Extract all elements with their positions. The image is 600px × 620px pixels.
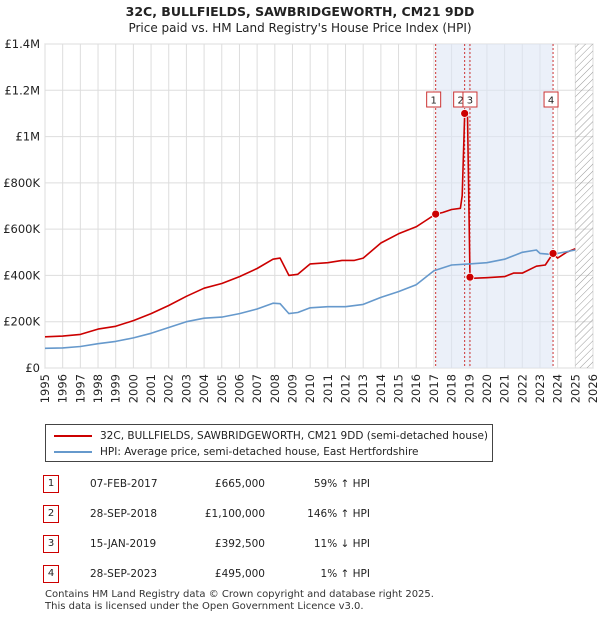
sale-label-box bbox=[462, 91, 478, 108]
x-tick-label: 2001 bbox=[144, 374, 158, 403]
x-tick-label: 2000 bbox=[126, 374, 140, 403]
x-tick-label: 2011 bbox=[321, 374, 335, 403]
x-tick-label: 2022 bbox=[515, 374, 529, 403]
x-tick-label: 1999 bbox=[109, 374, 123, 403]
y-tick-label: £400K bbox=[3, 268, 40, 282]
x-tick-label: 2012 bbox=[339, 374, 353, 403]
legend-label-hpi: HPI: Average price, semi-detached house,… bbox=[100, 446, 419, 458]
sale-label-box bbox=[426, 91, 442, 108]
x-tick-label: 2015 bbox=[392, 374, 406, 403]
future-hatch bbox=[575, 44, 593, 368]
sale-row: 2 28-SEP-2018 £1,100,000 146% ↑ HPI bbox=[40, 504, 460, 524]
x-tick-label: 2010 bbox=[303, 374, 317, 403]
legend-item-hpi: HPI: Average price, semi-detached house,… bbox=[54, 444, 419, 460]
x-tick-label: 2021 bbox=[498, 374, 512, 403]
hpi-line-swatch bbox=[54, 451, 92, 453]
price-line-swatch bbox=[54, 435, 92, 437]
y-tick-label: £1.2M bbox=[4, 83, 40, 97]
y-axis: £0 £200K £400K £600K £800K £1M £1.2M £1.4M bbox=[3, 37, 40, 375]
sale-point bbox=[431, 209, 441, 219]
chart-title: 32C, BULLFIELDS, SAWBRIDGEWORTH, CM21 9D… bbox=[126, 4, 475, 19]
footer: Contains HM Land Registry data © Crown c… bbox=[45, 589, 434, 613]
sale-points bbox=[431, 109, 558, 282]
x-tick-label: 2016 bbox=[409, 374, 423, 403]
legend-label-price: 32C, BULLFIELDS, SAWBRIDGEWORTH, CM21 9D… bbox=[100, 430, 489, 442]
sale-label: 1 bbox=[430, 96, 436, 107]
sale-hpi-change: 59% ↑ HPI bbox=[313, 478, 370, 490]
sale-price: £392,500 bbox=[214, 538, 265, 550]
sale-hpi-change: 11% ↓ HPI bbox=[313, 538, 370, 550]
sale-date: 28-SEP-2023 bbox=[90, 568, 158, 580]
x-tick-label: 2025 bbox=[568, 374, 582, 403]
sale-hpi-change: 146% ↑ HPI bbox=[307, 508, 370, 520]
x-tick-label: 2007 bbox=[250, 374, 264, 403]
sale-label: 4 bbox=[548, 96, 554, 107]
sale-label: 2 bbox=[457, 96, 463, 107]
price-line bbox=[44, 112, 576, 338]
x-tick-label: 1997 bbox=[73, 374, 87, 403]
sale-hpi-change: 1% ↑ HPI bbox=[320, 568, 370, 580]
chart-subtitle: Price paid vs. HM Land Registry's House … bbox=[128, 21, 471, 35]
sale-date: 15-JAN-2019 bbox=[90, 538, 157, 550]
sale-row: 3 15-JAN-2019 £392,500 11% ↓ HPI bbox=[40, 534, 460, 554]
y-tick-label: £1.4M bbox=[4, 37, 40, 51]
sale-label: 3 bbox=[467, 96, 473, 107]
x-tick-label: 2003 bbox=[179, 374, 193, 403]
x-tick-label: 2006 bbox=[232, 374, 246, 403]
x-tick-label: 2008 bbox=[268, 374, 282, 403]
footer-copyright: Contains HM Land Registry data © Crown c… bbox=[45, 589, 434, 600]
x-tick-label: 2017 bbox=[427, 374, 441, 403]
sale-point bbox=[548, 249, 558, 258]
x-tick-label: 2005 bbox=[215, 374, 229, 403]
x-tick-label: 2020 bbox=[480, 374, 494, 403]
x-tick-label: 1998 bbox=[91, 374, 105, 403]
sale-price: £495,000 bbox=[214, 568, 265, 580]
x-tick-label: 2024 bbox=[551, 374, 565, 403]
price-chart: 32C, BULLFIELDS, SAWBRIDGEWORTH, CM21 9D… bbox=[3, 4, 600, 403]
sale-badge: 3 bbox=[43, 535, 59, 553]
sale-badge: 1 bbox=[43, 475, 59, 493]
x-tick-label: 1995 bbox=[38, 374, 52, 403]
sale-label-box bbox=[543, 91, 559, 108]
sale-date: 28-SEP-2018 bbox=[90, 508, 158, 520]
sale-badge: 2 bbox=[43, 505, 59, 523]
x-tick-label: 2019 bbox=[462, 374, 476, 403]
y-tick-label: £200K bbox=[3, 315, 40, 329]
x-tick-label: 2018 bbox=[445, 374, 459, 403]
x-tick-label: 2013 bbox=[356, 374, 370, 403]
sale-point bbox=[465, 272, 475, 282]
x-tick-label: 1996 bbox=[56, 374, 70, 403]
y-tick-label: £800K bbox=[3, 176, 40, 190]
sale-badge: 4 bbox=[43, 565, 59, 583]
x-tick-label: 2026 bbox=[586, 374, 600, 403]
x-tick-label: 2014 bbox=[374, 374, 388, 403]
x-tick-label: 2004 bbox=[197, 374, 211, 403]
sale-point bbox=[460, 109, 470, 118]
sale-price: £1,100,000 bbox=[204, 508, 265, 520]
series-lines bbox=[44, 112, 576, 350]
footer-licence: This data is licensed under the Open Gov… bbox=[45, 601, 364, 612]
x-axis: 1995 1996 1997 1998 1999 2000 2001 2002 2003 2004… bbox=[38, 374, 600, 403]
y-tick-label: £1M bbox=[15, 130, 40, 144]
x-tick-label: 2009 bbox=[285, 374, 299, 403]
hpi-line bbox=[44, 249, 576, 350]
sale-row: 4 28-SEP-2023 £495,000 1% ↑ HPI bbox=[40, 564, 460, 584]
sale-date: 07-FEB-2017 bbox=[90, 478, 158, 490]
sale-row: 1 07-FEB-2017 £665,000 59% ↑ HPI bbox=[40, 474, 460, 494]
y-tick-label: £0 bbox=[25, 361, 40, 375]
legend: 32C, BULLFIELDS, SAWBRIDGEWORTH, CM21 9D… bbox=[45, 424, 493, 462]
y-tick-label: £600K bbox=[3, 222, 40, 236]
sale-price: £665,000 bbox=[214, 478, 265, 490]
x-tick-label: 2023 bbox=[533, 374, 547, 403]
x-tick-label: 2002 bbox=[162, 374, 176, 403]
legend-item-price: 32C, BULLFIELDS, SAWBRIDGEWORTH, CM21 9D… bbox=[54, 428, 488, 444]
